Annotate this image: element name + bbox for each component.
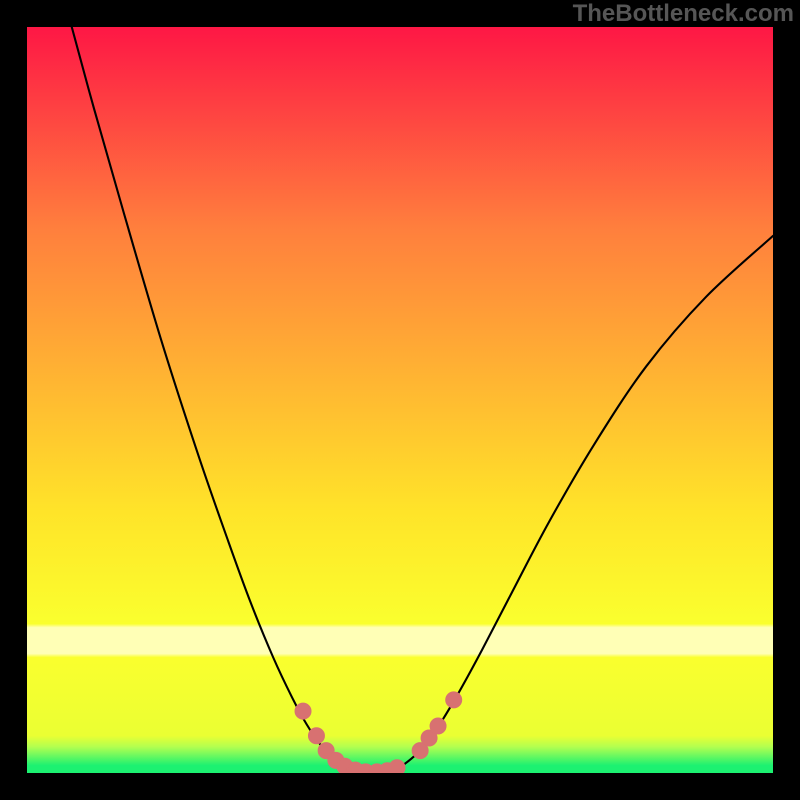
gradient-background [27, 27, 773, 773]
data-marker [446, 692, 462, 708]
data-marker [295, 703, 311, 719]
chart-frame: TheBottleneck.com [0, 0, 800, 800]
bottleneck-curve-chart [27, 27, 773, 773]
watermark-text: TheBottleneck.com [573, 0, 794, 28]
data-marker [389, 760, 405, 773]
data-marker [430, 718, 446, 734]
data-marker [308, 728, 324, 744]
plot-area [27, 27, 773, 773]
